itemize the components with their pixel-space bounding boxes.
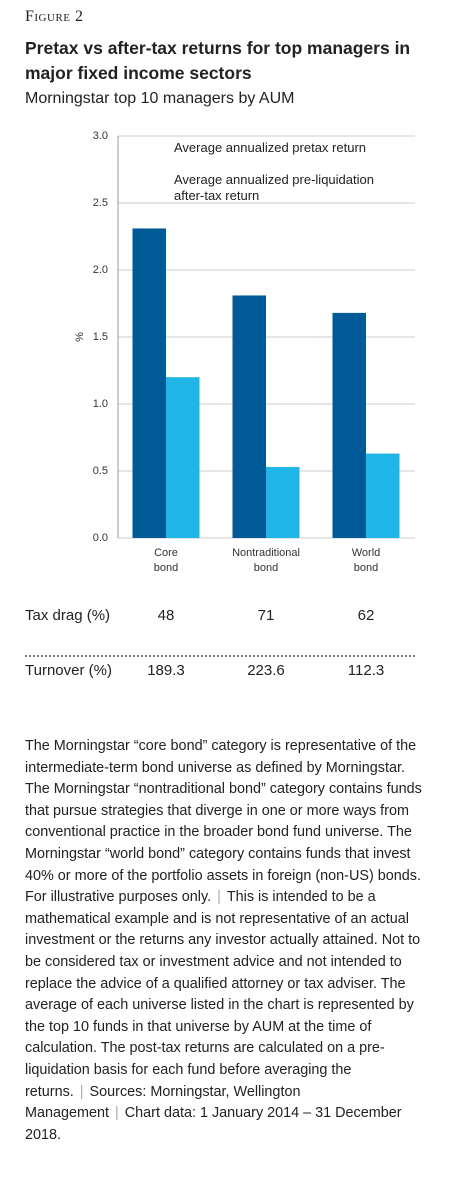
footnote: The Morningstar “core bond” category is …	[25, 736, 433, 1146]
separator: |	[217, 889, 221, 906]
figure-label: Figure 2	[25, 8, 84, 25]
x-tick-line: bond	[254, 562, 278, 574]
note: This is intended to be a mathematical ex…	[25, 889, 421, 1100]
cell: 223.6	[247, 662, 285, 679]
legend-entry: Average annualized pretax return	[174, 140, 366, 155]
x-tick-line: bond	[354, 562, 378, 574]
y-tick-label: 1.0	[93, 398, 108, 410]
legend-entry: Average annualized pre-liquidation after…	[174, 172, 374, 203]
y-tick-label: 2.0	[93, 264, 108, 276]
note: Chart data: 1 January 2014 – 31 December…	[25, 1105, 402, 1143]
x-tick-line: Nontraditional	[232, 547, 300, 559]
y-tick-label: 2.5	[93, 197, 108, 209]
separator: |	[79, 1083, 84, 1100]
cell: 189.3	[147, 662, 185, 679]
y-axis-label: %	[74, 332, 86, 342]
row-label: Tax drag (%)	[25, 607, 111, 624]
bar	[332, 312, 366, 538]
cell: 112.3	[347, 662, 385, 679]
bar	[132, 228, 166, 538]
divider	[25, 655, 415, 657]
chart-title: Pretax vs after-tax returns for top mana…	[25, 38, 411, 83]
x-tick-label: World bond	[352, 547, 381, 574]
note: The Morningstar “core bond” category is …	[25, 738, 422, 906]
x-tick-line: Core	[154, 547, 178, 559]
x-tick-line: World	[352, 547, 381, 559]
x-tick-line: bond	[154, 562, 178, 574]
cell: 62	[357, 607, 375, 624]
cell: 71	[257, 607, 275, 624]
bar	[232, 295, 266, 538]
bar	[166, 377, 200, 538]
separator: |	[115, 1105, 119, 1122]
cell: 48	[157, 607, 175, 624]
y-tick-label: 0.0	[93, 532, 108, 544]
note: Sources: Morningstar, Wellington Managem…	[25, 1083, 301, 1122]
y-tick-label: 0.5	[93, 465, 108, 477]
y-tick-label: 3.0	[93, 130, 108, 142]
chart-subtitle: Morningstar top 10 managers by AUM	[25, 90, 295, 107]
x-tick-label: Core bond	[154, 547, 178, 574]
x-tick-label: Nontraditional bond	[232, 547, 300, 574]
bar	[366, 453, 400, 538]
y-tick-label: 1.5	[93, 331, 108, 343]
bar	[266, 466, 300, 538]
row-label: Turnover (%)	[25, 662, 112, 679]
